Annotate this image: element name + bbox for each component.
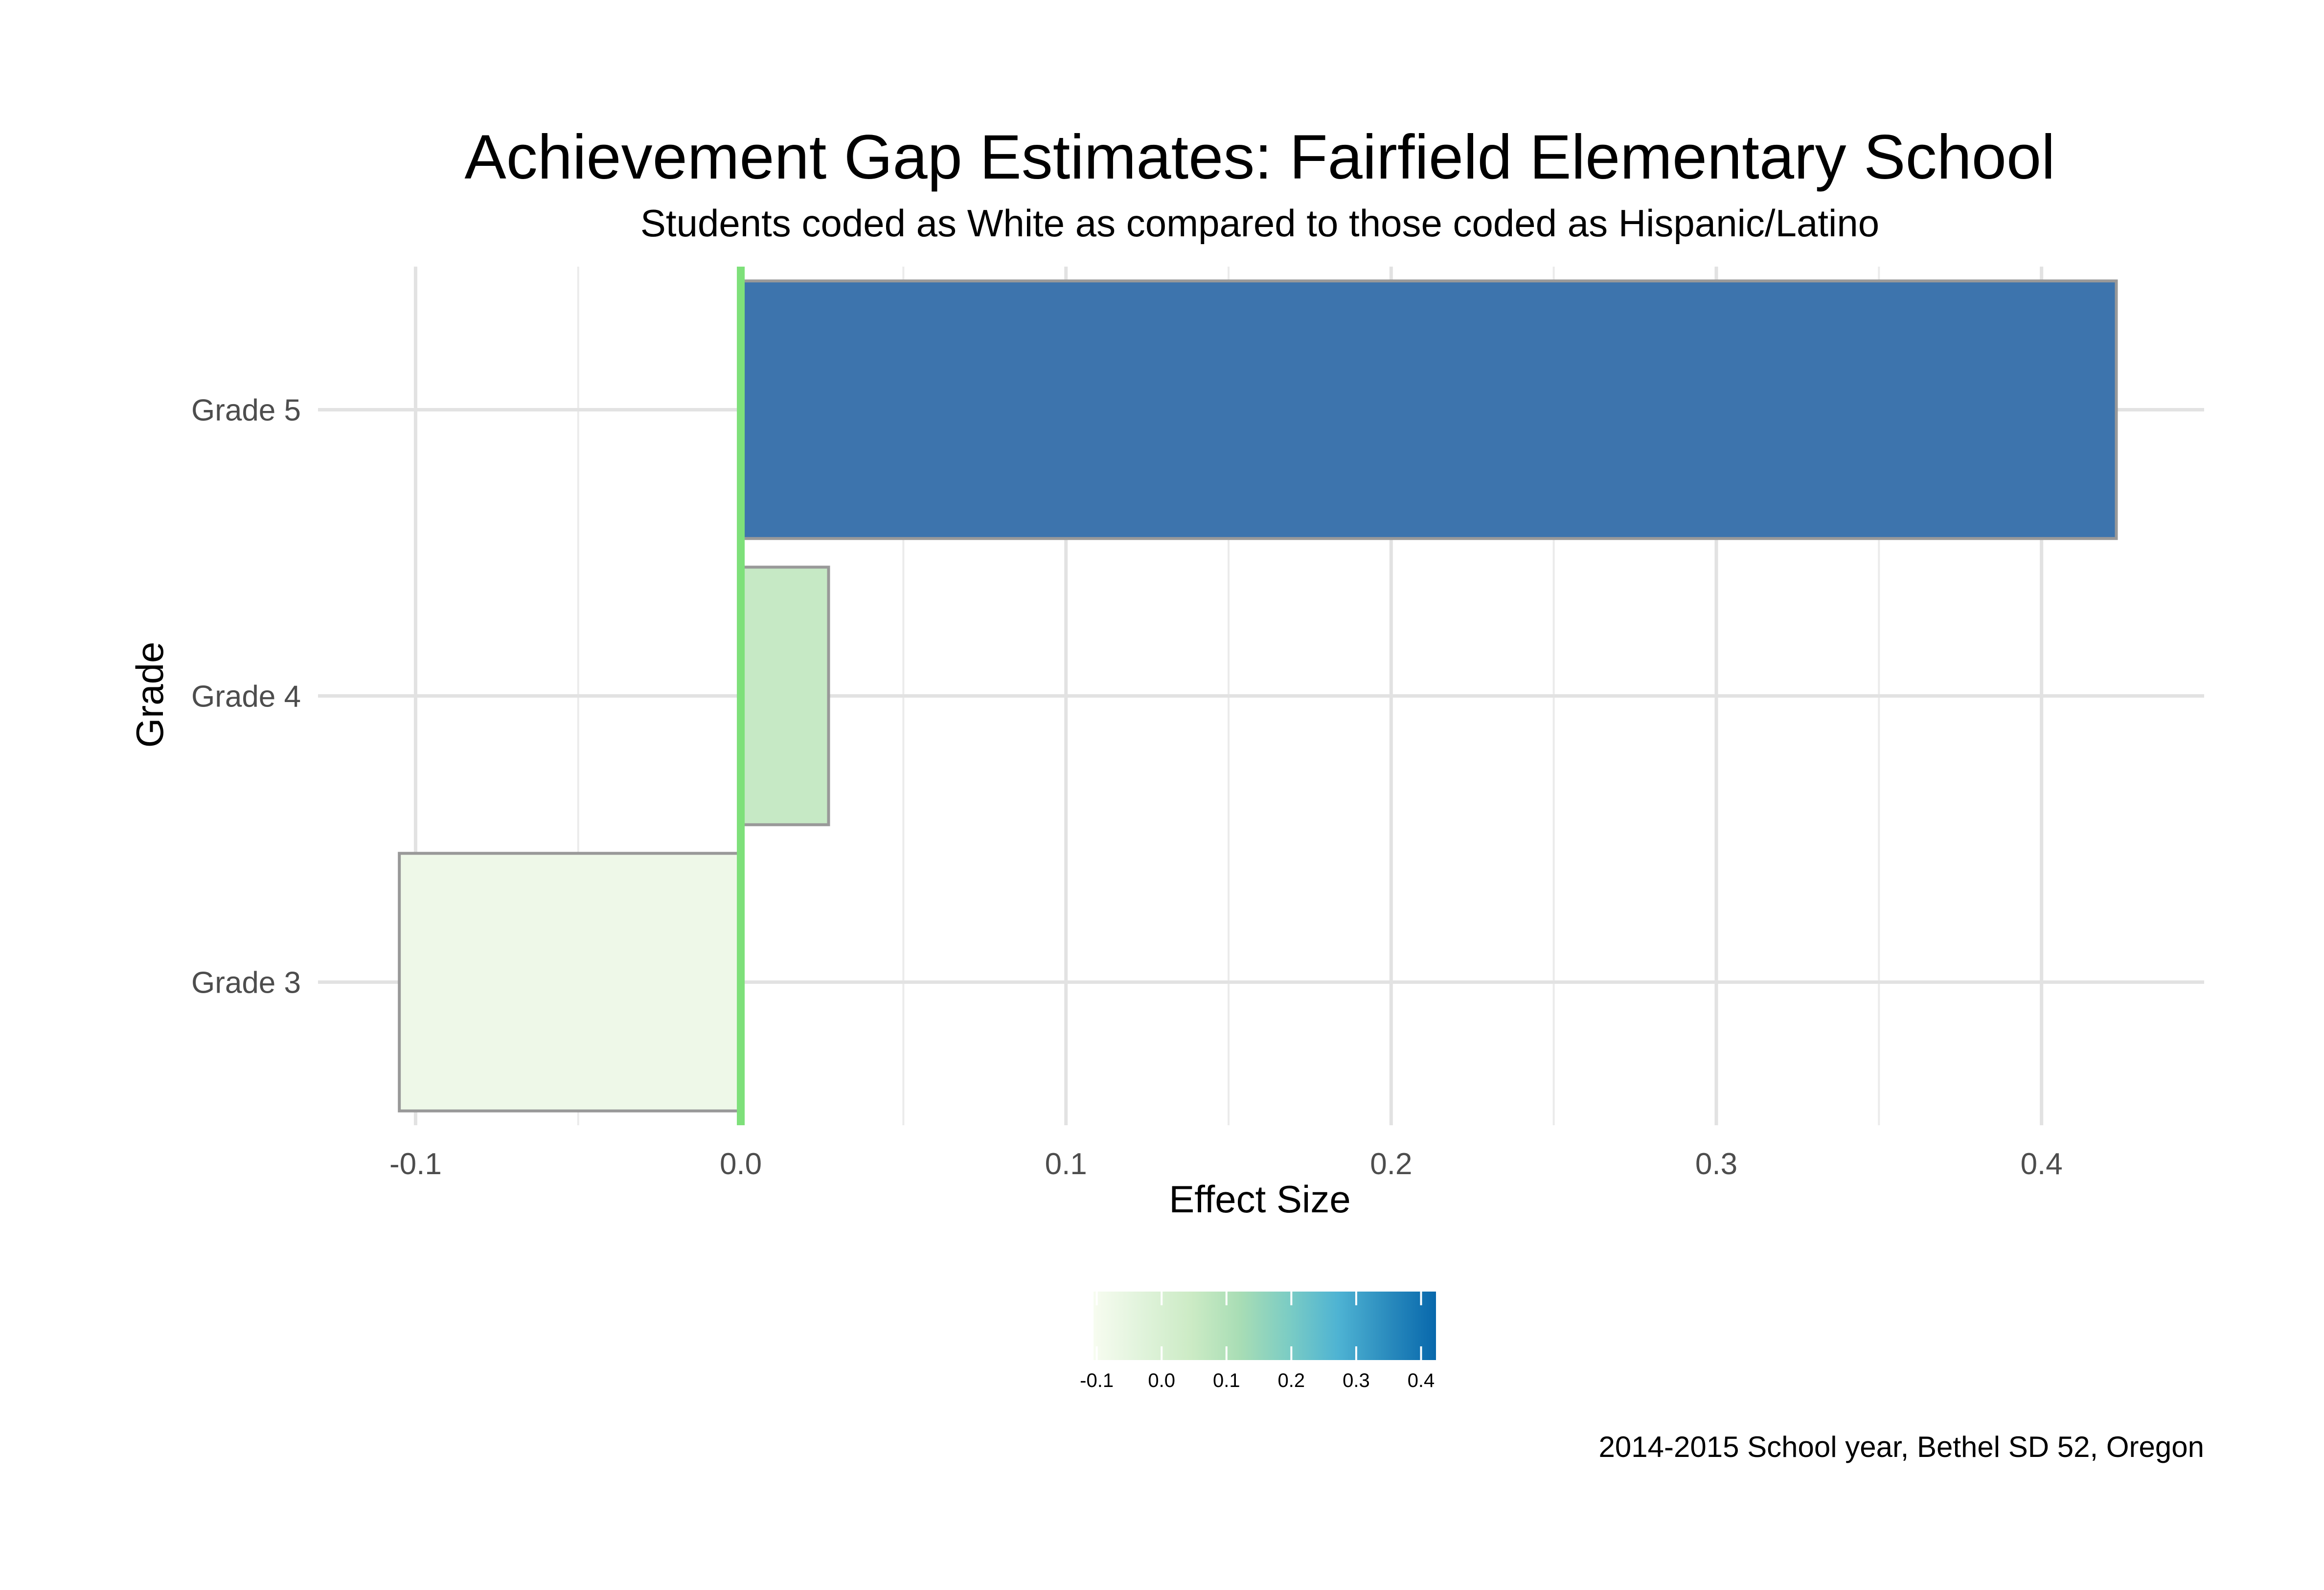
- y-axis-tick-labels: Grade 3 Grade 4 Grade 5: [191, 394, 301, 1000]
- x-axis-label: Effect Size: [1169, 1178, 1350, 1221]
- bars: [398, 279, 2118, 1113]
- chart-title: Achievement Gap Estimates: Fairfield Ele…: [464, 122, 2055, 192]
- x-tick-label: 0.0: [720, 1147, 762, 1181]
- colorbar-ticks: -0.1 0.0 0.1 0.2 0.3 0.4: [1080, 1292, 1435, 1391]
- chart-subtitle: Students coded as White as compared to t…: [640, 202, 1879, 245]
- colorbar-gradient: [1094, 1292, 1436, 1360]
- colorbar-tick-label: -0.1: [1080, 1370, 1114, 1391]
- bar-grade-5: [739, 279, 2118, 540]
- x-tick-label: 0.2: [1370, 1147, 1412, 1181]
- bar-grade-4: [739, 566, 830, 826]
- colorbar-tick-label: 0.3: [1343, 1370, 1370, 1391]
- x-tick-label: 0.3: [1695, 1147, 1737, 1181]
- bar-grade-3: [398, 852, 743, 1113]
- x-tick-label: -0.1: [389, 1147, 442, 1181]
- colorbar-tick-label: 0.4: [1408, 1370, 1435, 1391]
- colorbar-legend: -0.1 0.0 0.1 0.2 0.3 0.4: [1080, 1292, 1436, 1391]
- colorbar-tick-label: 0.0: [1148, 1370, 1175, 1391]
- colorbar-tick-label: 0.1: [1213, 1370, 1240, 1391]
- x-axis-tick-labels: -0.1 0.0 0.1 0.2 0.3 0.4: [389, 1147, 2063, 1181]
- y-tick-label: Grade 4: [191, 680, 301, 714]
- x-tick-label: 0.4: [2021, 1147, 2063, 1181]
- x-tick-label: 0.1: [1045, 1147, 1087, 1181]
- y-tick-label: Grade 3: [191, 966, 301, 1000]
- colorbar-tick-label: 0.2: [1278, 1370, 1305, 1391]
- y-axis-label: Grade: [128, 642, 171, 748]
- y-tick-label: Grade 5: [191, 394, 301, 428]
- chart-caption: 2014-2015 School year, Bethel SD 52, Ore…: [1599, 1431, 2205, 1463]
